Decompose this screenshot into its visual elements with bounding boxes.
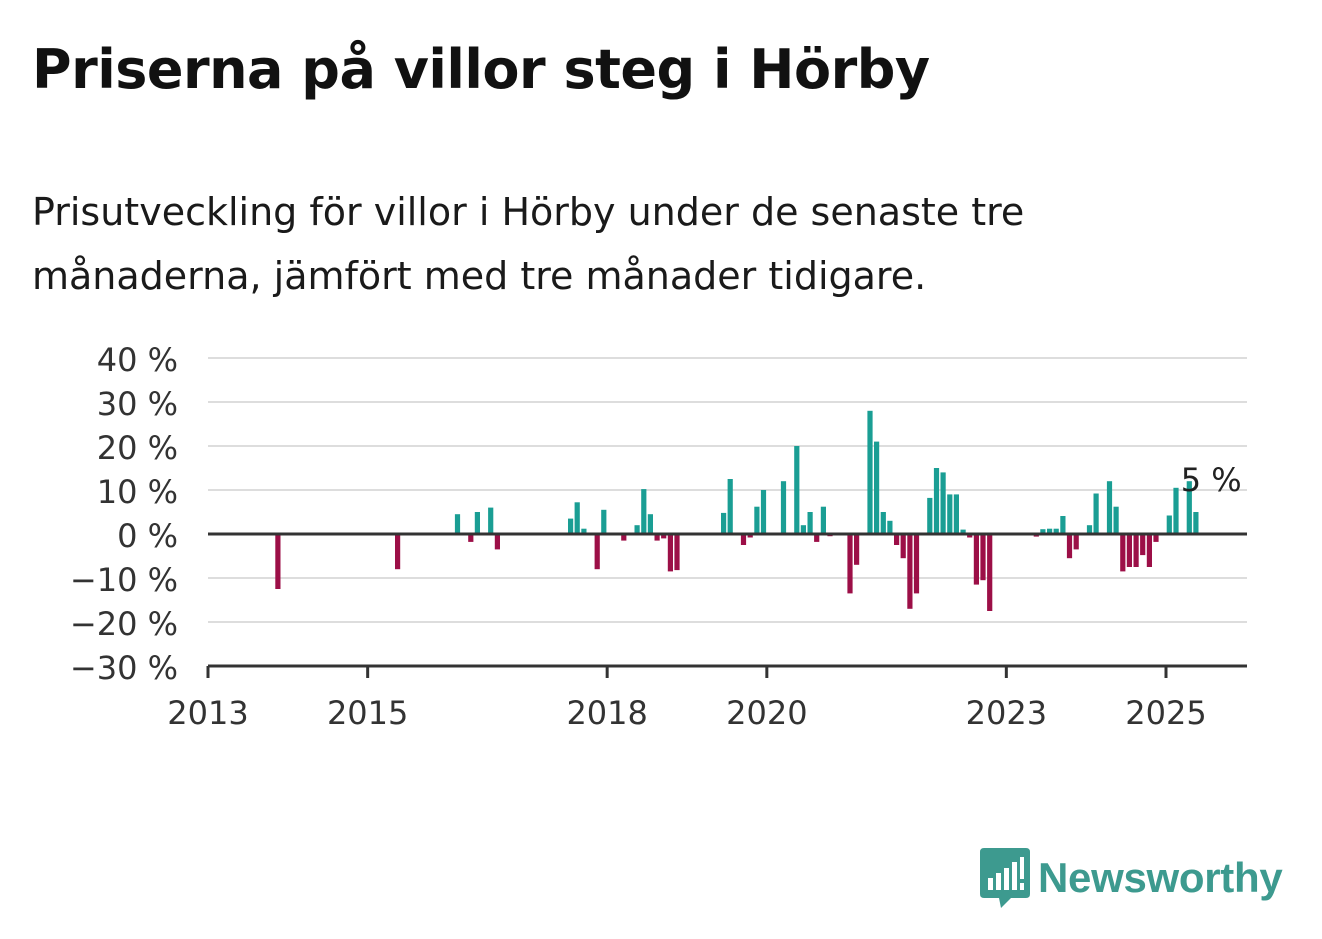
bars bbox=[275, 410, 1199, 611]
bar bbox=[488, 507, 494, 534]
bar bbox=[1113, 506, 1119, 534]
bar bbox=[1040, 529, 1046, 534]
bar bbox=[973, 534, 979, 585]
bar bbox=[820, 506, 826, 534]
bar bbox=[933, 468, 940, 534]
bar bbox=[581, 528, 587, 534]
y-axis-labels: 40 % 30 % 20 % 10 % 0 % −10 % −20 % −30 % bbox=[70, 341, 178, 687]
bar bbox=[900, 534, 906, 559]
bar bbox=[1126, 534, 1132, 567]
bar bbox=[594, 534, 600, 570]
bar bbox=[468, 534, 474, 542]
bar bbox=[727, 479, 733, 534]
bar bbox=[780, 481, 787, 534]
bar bbox=[1060, 516, 1066, 534]
bar bbox=[1186, 481, 1192, 534]
bar bbox=[647, 514, 653, 534]
bar bbox=[880, 512, 886, 534]
x-tick-label: 2018 bbox=[566, 694, 647, 732]
bar bbox=[887, 520, 893, 534]
bar bbox=[1133, 534, 1139, 567]
x-tick-label: 2025 bbox=[1125, 694, 1206, 732]
bar bbox=[814, 534, 820, 542]
y-tick-label: −10 % bbox=[70, 561, 178, 599]
bar bbox=[1153, 534, 1159, 542]
x-tick-label: 2013 bbox=[167, 694, 248, 732]
bar bbox=[1173, 487, 1179, 534]
y-tick-label: −30 % bbox=[70, 649, 178, 687]
bar bbox=[1093, 493, 1099, 534]
bar bbox=[874, 441, 880, 534]
bar bbox=[913, 534, 920, 594]
chart-subtitle: Prisutveckling för villor i Hörby under … bbox=[32, 190, 1025, 298]
bar bbox=[1140, 534, 1146, 556]
bar bbox=[940, 472, 946, 534]
y-tick-label: 10 % bbox=[97, 473, 178, 511]
bar bbox=[1106, 481, 1113, 534]
bar bbox=[947, 494, 953, 534]
bar bbox=[1146, 534, 1152, 567]
bar bbox=[847, 534, 853, 594]
y-tick-label: 40 % bbox=[97, 341, 178, 379]
bar bbox=[807, 512, 813, 534]
bar bbox=[494, 534, 500, 550]
bar bbox=[1086, 525, 1093, 534]
bar bbox=[721, 512, 727, 534]
bar bbox=[1073, 534, 1079, 550]
bar bbox=[601, 509, 607, 534]
bar bbox=[800, 525, 806, 534]
bar bbox=[574, 502, 580, 534]
bar bbox=[953, 494, 959, 534]
y-tick-label: −20 % bbox=[70, 605, 178, 643]
newsworthy-brand: Newsworthy bbox=[980, 848, 1283, 908]
bar bbox=[987, 534, 993, 611]
bar bbox=[854, 534, 860, 565]
bar bbox=[474, 512, 480, 534]
bar bbox=[621, 534, 627, 541]
bar bbox=[1053, 528, 1059, 534]
bar bbox=[754, 506, 760, 534]
bar bbox=[1193, 512, 1199, 534]
bar bbox=[980, 534, 986, 581]
x-axis: 2013 2015 2018 2020 2023 2025 bbox=[167, 664, 1247, 732]
bar bbox=[1047, 528, 1053, 534]
bar bbox=[634, 525, 640, 534]
x-tick-label: 2023 bbox=[966, 694, 1047, 732]
bar bbox=[967, 534, 973, 538]
bar bbox=[1120, 534, 1126, 572]
bar bbox=[747, 534, 753, 538]
newsworthy-logo-icon bbox=[980, 848, 1030, 908]
bar bbox=[1166, 515, 1172, 534]
bar bbox=[740, 534, 747, 545]
bar bbox=[395, 534, 401, 570]
y-tick-label: 30 % bbox=[97, 385, 178, 423]
latest-value-annotation: 5 % bbox=[1181, 461, 1242, 499]
bar bbox=[894, 534, 900, 545]
bar bbox=[960, 529, 966, 534]
brand-name: Newsworthy bbox=[1038, 854, 1283, 901]
chart-title: Priserna på villor steg i Hörby bbox=[32, 38, 930, 101]
bar bbox=[867, 410, 873, 534]
bar bbox=[641, 489, 647, 534]
bar bbox=[454, 514, 461, 534]
bar bbox=[760, 490, 767, 534]
bar bbox=[907, 534, 913, 609]
bar bbox=[667, 534, 673, 572]
bar bbox=[275, 534, 281, 589]
y-tick-label: 20 % bbox=[97, 429, 178, 467]
x-tick-label: 2015 bbox=[327, 694, 408, 732]
bar bbox=[674, 534, 680, 571]
bar bbox=[568, 518, 574, 534]
bar bbox=[654, 534, 660, 541]
grid-lines bbox=[208, 357, 1247, 623]
bar bbox=[927, 497, 933, 534]
bar bbox=[1066, 534, 1073, 559]
bar bbox=[794, 446, 800, 534]
y-tick-label: 0 % bbox=[117, 517, 178, 555]
bar bbox=[661, 534, 667, 539]
x-tick-label: 2020 bbox=[726, 694, 807, 732]
